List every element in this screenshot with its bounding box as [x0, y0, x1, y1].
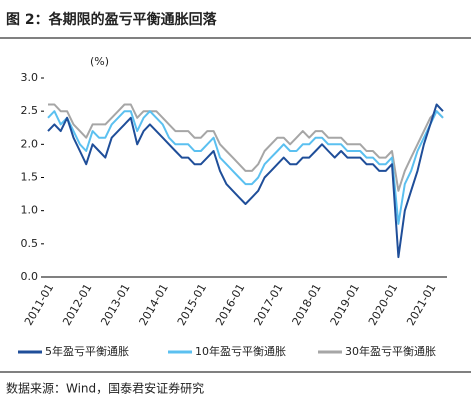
legend-label: 30年盈亏平衡通胀	[345, 344, 436, 358]
x-tick-label: 2020-01	[366, 282, 400, 328]
y-tick-label: 1.5	[21, 171, 39, 184]
x-tick-label: 2016-01	[213, 282, 247, 328]
x-tick-label: 2013-01	[98, 282, 132, 328]
source-note: 数据来源：Wind，国泰君安证券研究	[6, 381, 204, 396]
x-tick-label: 2018-01	[290, 282, 324, 328]
y-tick-label: 0.0	[21, 270, 39, 283]
x-tick-label: 2015-01	[175, 282, 209, 328]
y-tick-label: 3.0	[21, 71, 39, 84]
x-tick-label: 2011-01	[22, 282, 56, 328]
series-line	[47, 110, 444, 225]
y-unit: (%)	[90, 55, 109, 68]
chart-title: 图 2：各期限的盈亏平衡通胀回落	[6, 11, 218, 28]
series-line	[47, 103, 444, 259]
x-tick-label: 2014-01	[137, 282, 171, 328]
series-line	[48, 103, 444, 192]
x-tick-label: 2012-01	[60, 282, 94, 328]
y-tick-label: 1.0	[21, 204, 39, 217]
y-tick-label: 2.5	[21, 104, 39, 117]
x-tick-label: 2019-01	[328, 282, 362, 328]
x-tick-label: 2017-01	[251, 282, 285, 328]
y-tick-label: 2.0	[21, 137, 39, 150]
legend-label: 10年盈亏平衡通胀	[195, 344, 286, 358]
y-tick-label: 0.5	[21, 237, 39, 250]
legend-label: 5年盈亏平衡通胀	[45, 344, 129, 358]
x-tick-label: 2021-01	[404, 282, 438, 328]
